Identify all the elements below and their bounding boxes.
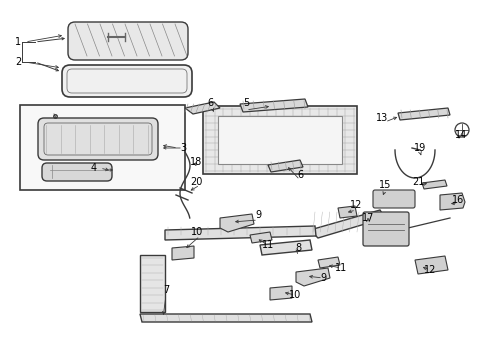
Polygon shape [240, 99, 307, 112]
Text: 12: 12 [423, 265, 435, 275]
Polygon shape [439, 193, 464, 210]
Polygon shape [172, 246, 194, 260]
Text: 19: 19 [413, 143, 425, 153]
Text: 18: 18 [189, 157, 202, 167]
Text: 13: 13 [375, 113, 387, 123]
Polygon shape [184, 102, 220, 114]
Text: 3: 3 [180, 143, 185, 153]
Text: 5: 5 [243, 98, 248, 108]
Text: 15: 15 [378, 180, 390, 190]
Text: 12: 12 [349, 200, 362, 210]
FancyBboxPatch shape [42, 163, 112, 181]
FancyBboxPatch shape [62, 65, 192, 97]
Text: 10: 10 [190, 227, 203, 237]
Polygon shape [260, 240, 311, 255]
Polygon shape [218, 116, 341, 164]
Polygon shape [140, 255, 164, 312]
Polygon shape [309, 210, 384, 238]
FancyBboxPatch shape [68, 22, 187, 60]
Polygon shape [267, 160, 303, 172]
Polygon shape [295, 268, 329, 286]
FancyBboxPatch shape [362, 212, 408, 246]
Text: 2: 2 [15, 57, 21, 67]
Text: 14: 14 [454, 130, 466, 140]
Polygon shape [220, 214, 253, 232]
Polygon shape [397, 108, 449, 120]
Text: 6: 6 [206, 98, 213, 108]
Polygon shape [203, 106, 356, 174]
Text: 1: 1 [15, 37, 21, 47]
Text: 9: 9 [254, 210, 261, 220]
Text: 16: 16 [451, 195, 463, 205]
Polygon shape [414, 256, 447, 274]
FancyBboxPatch shape [372, 190, 414, 208]
Polygon shape [337, 206, 356, 218]
Text: 11: 11 [334, 263, 346, 273]
Polygon shape [140, 314, 311, 322]
Polygon shape [421, 180, 446, 189]
Text: 10: 10 [288, 290, 301, 300]
Text: 6: 6 [296, 170, 303, 180]
Polygon shape [249, 232, 271, 243]
Polygon shape [164, 226, 315, 240]
Text: 21: 21 [411, 177, 423, 187]
Polygon shape [317, 257, 339, 268]
Text: 8: 8 [294, 243, 301, 253]
Text: 20: 20 [189, 177, 202, 187]
Text: 11: 11 [262, 240, 274, 250]
Text: 17: 17 [361, 213, 373, 223]
Text: 7: 7 [163, 285, 169, 295]
Bar [20, 105, 184, 190]
Text: 4: 4 [91, 163, 97, 173]
Text: 9: 9 [319, 273, 325, 283]
FancyBboxPatch shape [38, 118, 158, 160]
Polygon shape [269, 286, 291, 300]
